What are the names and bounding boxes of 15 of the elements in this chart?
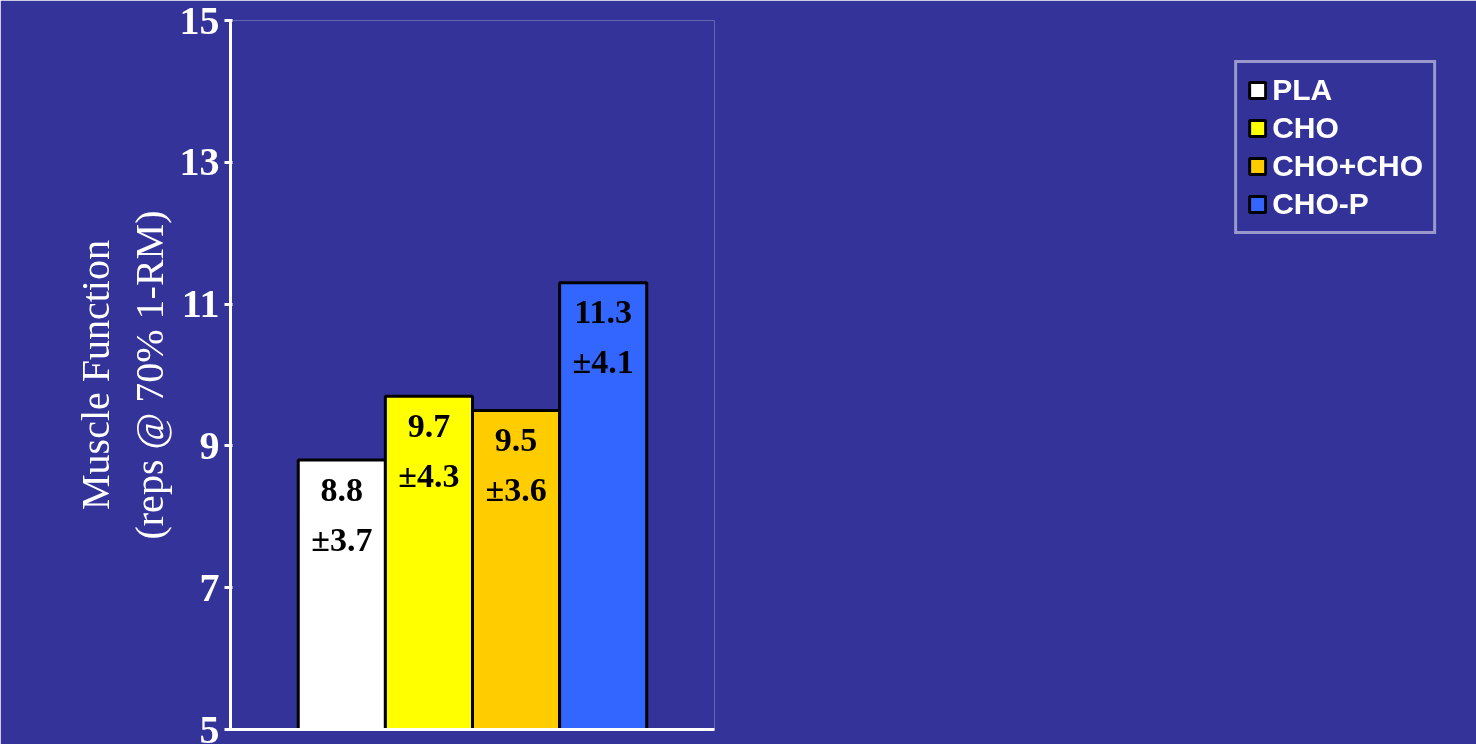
y-tick-label: 13	[179, 139, 220, 185]
y-tick-label: 15	[179, 0, 220, 43]
legend-label: CHO	[1272, 111, 1339, 145]
y-axis-title: Muscle Function (reps @ 70% 1-RM)	[72, 210, 172, 540]
y-tick-label: 7	[199, 564, 220, 610]
y-tick-label: 11	[181, 281, 220, 327]
data-label: 11.3 ±4.1	[572, 293, 634, 381]
legend-label: CHO+CHO	[1272, 149, 1423, 183]
data-label: 9.5 ±3.6	[485, 421, 547, 509]
legend-label: CHO-P	[1272, 187, 1369, 221]
data-label: 8.8 ±3.7	[311, 470, 373, 558]
y-tick-label: 5	[199, 706, 220, 744]
legend-label: PLA	[1272, 73, 1333, 107]
data-label: 9.7 ±4.3	[398, 406, 460, 494]
y-tick-label: 9	[199, 422, 220, 468]
